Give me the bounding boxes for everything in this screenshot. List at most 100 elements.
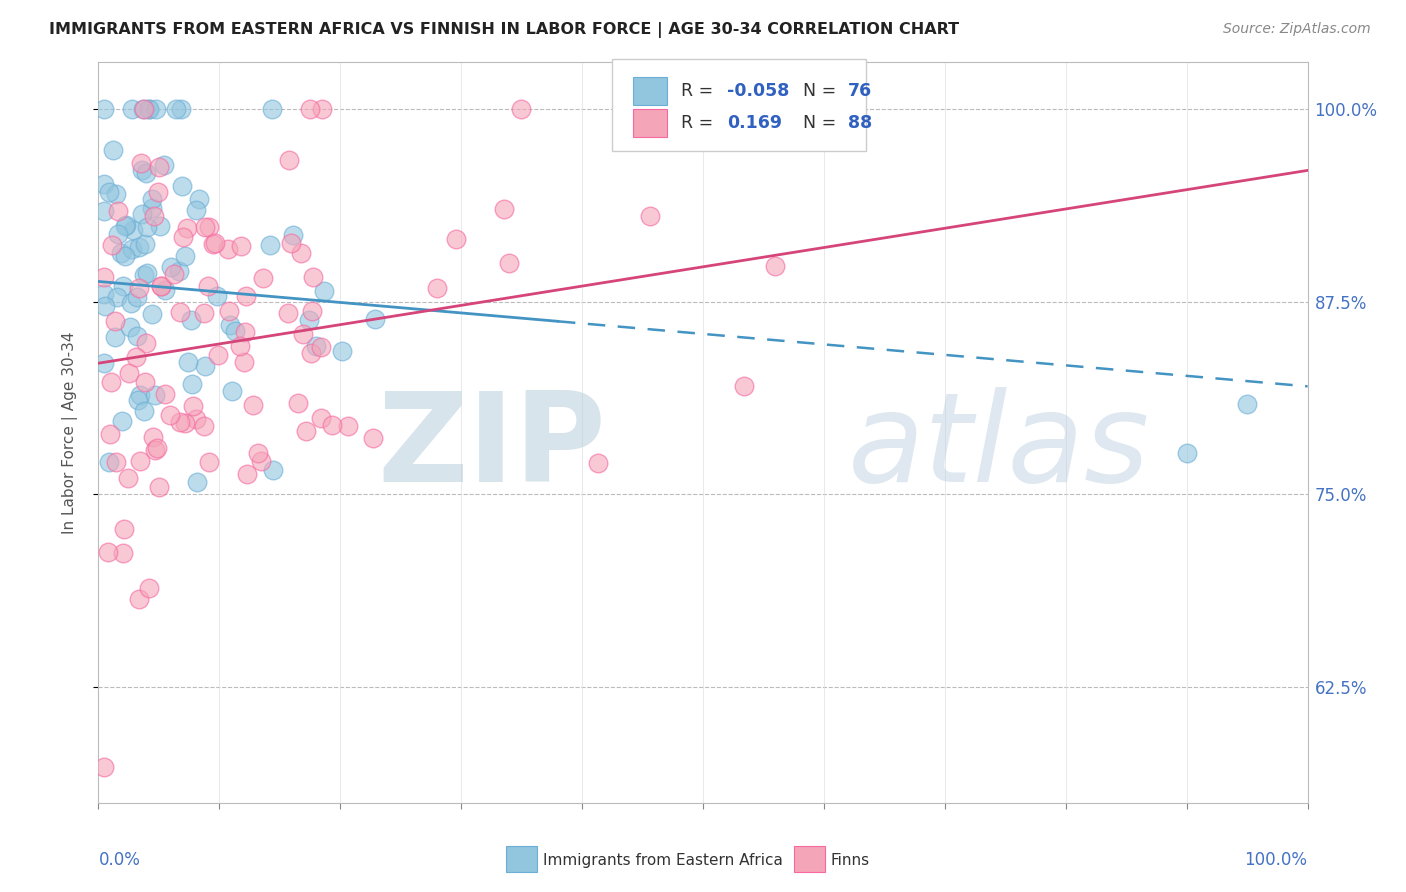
Point: [205, 289, 228, 303]
Point: [125, 290, 148, 304]
Point: [259, 238, 281, 252]
Point: [173, 416, 195, 430]
Point: [93, 203, 115, 218]
Point: [104, 330, 127, 344]
Point: [131, 163, 153, 178]
Point: [136, 266, 159, 280]
Point: [121, 295, 143, 310]
Point: [364, 312, 387, 326]
Point: [107, 227, 129, 241]
Point: [180, 377, 202, 392]
Point: [186, 475, 208, 490]
Point: [184, 412, 207, 426]
Text: R =: R =: [682, 81, 718, 100]
Point: [733, 379, 755, 393]
Point: [224, 324, 246, 338]
Point: [143, 209, 166, 223]
Point: [188, 192, 211, 206]
Point: [330, 343, 353, 358]
Point: [172, 229, 194, 244]
Text: 88: 88: [848, 114, 872, 132]
Point: [122, 223, 145, 237]
Point: [128, 240, 150, 254]
Point: [170, 102, 193, 116]
Point: [97, 455, 120, 469]
Point: [176, 220, 198, 235]
Point: [98, 427, 121, 442]
Point: [321, 418, 343, 433]
Point: [97, 185, 120, 199]
Point: [218, 304, 240, 318]
Point: [97, 545, 120, 559]
Point: [134, 375, 156, 389]
Point: [193, 419, 215, 434]
Point: [153, 283, 176, 297]
Point: [221, 384, 243, 398]
Point: [149, 279, 172, 293]
Point: [114, 218, 136, 232]
Point: [763, 260, 786, 274]
Point: [444, 232, 467, 246]
Point: [107, 290, 129, 304]
Point: [112, 522, 135, 536]
Point: [101, 238, 124, 252]
Point: [153, 387, 176, 401]
Point: [235, 289, 257, 303]
Point: [249, 454, 271, 468]
Point: [186, 203, 208, 218]
Point: [290, 245, 312, 260]
Point: [93, 270, 115, 285]
Point: [311, 410, 333, 425]
Point: [180, 313, 202, 327]
Point: [93, 287, 115, 301]
Point: [100, 375, 122, 389]
Point: [141, 192, 163, 206]
Point: [426, 281, 449, 295]
Point: [127, 329, 149, 343]
Text: 0.0%: 0.0%: [98, 851, 141, 869]
Point: [181, 399, 204, 413]
Text: -0.058: -0.058: [727, 81, 790, 100]
Point: [101, 143, 124, 157]
Text: Immigrants from Eastern Africa: Immigrants from Eastern Africa: [543, 854, 783, 868]
Point: [492, 202, 515, 217]
Point: [104, 455, 127, 469]
Point: [104, 186, 127, 201]
Point: [177, 355, 200, 369]
Point: [169, 305, 191, 319]
Point: [309, 340, 332, 354]
Point: [127, 392, 149, 407]
Point: [159, 409, 181, 423]
Point: [194, 359, 217, 373]
Point: [146, 441, 169, 455]
Point: [148, 160, 170, 174]
Point: [229, 239, 252, 253]
Point: [129, 454, 152, 468]
Point: [252, 270, 274, 285]
Point: [197, 279, 219, 293]
Point: [131, 207, 153, 221]
Point: [287, 396, 309, 410]
Point: [134, 268, 156, 282]
Point: [134, 166, 156, 180]
Point: [152, 157, 174, 171]
Point: [173, 249, 195, 263]
Point: [93, 102, 115, 116]
Point: [278, 153, 301, 168]
Point: [262, 463, 284, 477]
Point: [193, 306, 215, 320]
Point: [121, 242, 143, 256]
Point: [125, 350, 148, 364]
Point: [207, 348, 229, 362]
Text: N =: N =: [793, 114, 842, 132]
Point: [112, 279, 135, 293]
Point: [114, 219, 136, 234]
Point: [232, 354, 254, 368]
Point: [228, 338, 250, 352]
Point: [132, 102, 155, 116]
Point: [236, 467, 259, 482]
Point: [143, 442, 166, 457]
Point: [301, 269, 323, 284]
Point: [117, 471, 139, 485]
Text: Source: ZipAtlas.com: Source: ZipAtlas.com: [1223, 22, 1371, 37]
